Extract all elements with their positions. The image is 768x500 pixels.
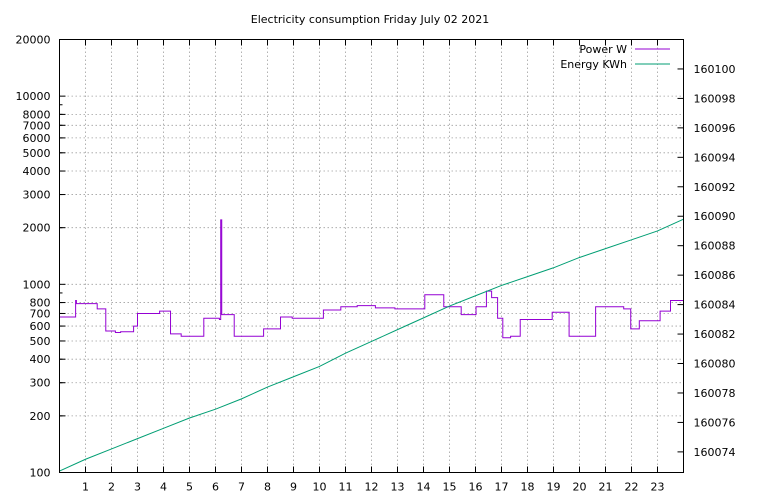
x-tick-label: 10 bbox=[313, 481, 327, 494]
x-tick-label: 9 bbox=[290, 481, 297, 494]
y2-tick-label: 160086 bbox=[694, 269, 736, 282]
chart-title: Electricity consumption Friday July 02 2… bbox=[251, 13, 489, 26]
x-tick-label: 4 bbox=[160, 481, 167, 494]
y2-tick-label: 160090 bbox=[694, 210, 736, 223]
x-tick-label: 12 bbox=[365, 481, 379, 494]
y-tick-label: 2000 bbox=[23, 222, 51, 235]
x-tick-label: 15 bbox=[443, 481, 457, 494]
y-tick-label: 400 bbox=[30, 353, 51, 366]
y-tick-label: 300 bbox=[30, 377, 51, 390]
y2-tick-label: 160096 bbox=[694, 122, 736, 135]
y-tick-label: 3000 bbox=[23, 189, 51, 202]
x-tick-label: 23 bbox=[651, 481, 665, 494]
x-tick-label: 21 bbox=[599, 481, 613, 494]
y-tick-label: 200 bbox=[30, 410, 51, 423]
x-tick-label: 5 bbox=[186, 481, 193, 494]
x-tick-label: 14 bbox=[417, 481, 431, 494]
x-tick-label: 8 bbox=[264, 481, 271, 494]
y-tick-label: 6000 bbox=[23, 132, 51, 145]
y-tick-label: 600 bbox=[30, 320, 51, 333]
y-tick-label: 8000 bbox=[23, 108, 51, 121]
y2-tick-label: 160074 bbox=[694, 446, 736, 459]
y-tick-label: 10000 bbox=[16, 90, 51, 103]
y2-tick-label: 160094 bbox=[694, 151, 736, 164]
y-tick-label: 500 bbox=[30, 335, 51, 348]
x-tick-label: 7 bbox=[238, 481, 245, 494]
plot-lines bbox=[59, 218, 684, 472]
y-tick-label: 4000 bbox=[23, 165, 51, 178]
legend-label: Energy KWh bbox=[560, 58, 627, 71]
y-tick-label: 1000 bbox=[23, 278, 51, 291]
legend: Power W Energy KWh bbox=[560, 43, 670, 71]
y2-tick-label: 160088 bbox=[694, 240, 736, 253]
y-tick-label: 20000 bbox=[16, 34, 51, 47]
y-tick-label: 100 bbox=[30, 467, 51, 480]
x-tick-label: 16 bbox=[469, 481, 483, 494]
y2-tick-label: 160092 bbox=[694, 181, 736, 194]
x-tick-label: 1 bbox=[82, 481, 89, 494]
x-tick-label: 13 bbox=[391, 481, 405, 494]
y2-tick-label: 160080 bbox=[694, 358, 736, 371]
legend-label: Power W bbox=[579, 43, 627, 56]
x-tick-label: 18 bbox=[521, 481, 535, 494]
y-tick-label: 800 bbox=[30, 297, 51, 310]
y2-tick-label: 160076 bbox=[694, 416, 736, 429]
x-tick-label: 6 bbox=[212, 481, 219, 494]
series-line-power-w bbox=[59, 219, 684, 339]
axes: 1 2 3 4 5 6 7 8 9 10 11 12 13 14 15 16 17 18 19 20 21 22 23200… bbox=[16, 34, 736, 494]
grid bbox=[59, 39, 684, 473]
y-tick-label: 700 bbox=[30, 307, 51, 320]
y-tick-label: 5000 bbox=[23, 147, 51, 160]
x-tick-label: 19 bbox=[547, 481, 561, 494]
x-tick-label: 11 bbox=[339, 481, 353, 494]
y2-tick-label: 160084 bbox=[694, 299, 736, 312]
x-tick-label: 2 bbox=[108, 481, 115, 494]
y2-tick-label: 160078 bbox=[694, 387, 736, 400]
y2-tick-label: 160098 bbox=[694, 92, 736, 105]
y-tick-label: 7000 bbox=[23, 119, 51, 132]
x-tick-label: 3 bbox=[134, 481, 141, 494]
y2-tick-label: 160082 bbox=[694, 328, 736, 341]
y2-tick-label: 160100 bbox=[694, 63, 736, 76]
series-line-energy-kwh bbox=[59, 218, 684, 472]
x-tick-label: 20 bbox=[573, 481, 587, 494]
x-tick-label: 22 bbox=[625, 481, 639, 494]
x-tick-label: 17 bbox=[495, 481, 509, 494]
